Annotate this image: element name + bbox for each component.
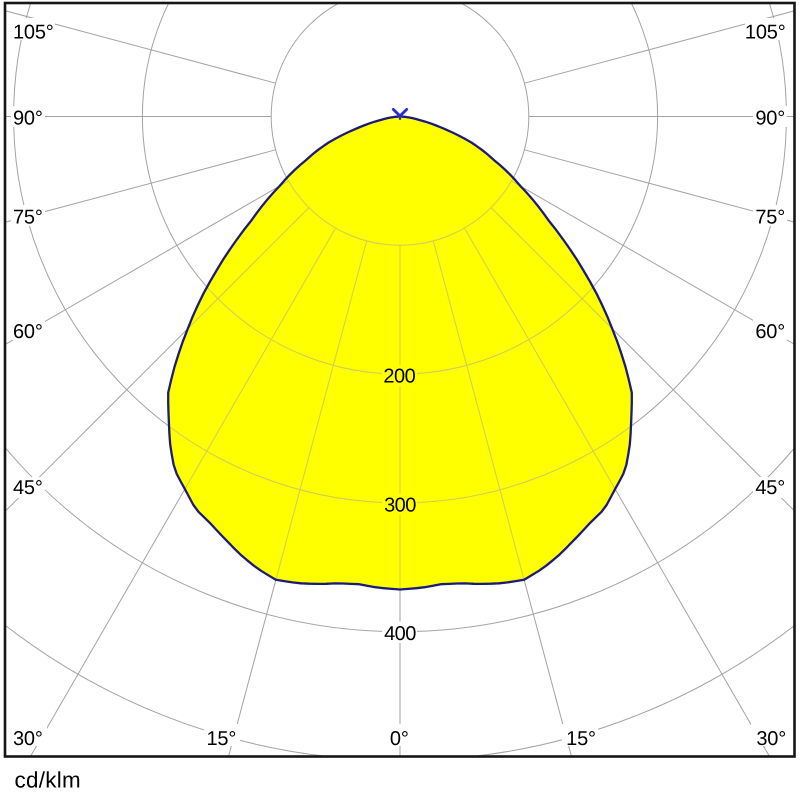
- svg-text:15°: 15°: [206, 728, 236, 750]
- svg-text:60°: 60°: [755, 321, 785, 343]
- svg-text:200: 200: [383, 366, 415, 388]
- svg-text:0°: 0°: [390, 728, 409, 750]
- svg-text:75°: 75°: [755, 206, 785, 228]
- svg-text:45°: 45°: [13, 477, 43, 499]
- svg-text:300: 300: [384, 494, 416, 516]
- svg-text:30°: 30°: [13, 728, 43, 750]
- svg-text:105°: 105°: [13, 22, 54, 44]
- svg-text:45°: 45°: [755, 477, 785, 499]
- svg-text:90°: 90°: [755, 108, 785, 130]
- svg-text:75°: 75°: [13, 206, 43, 228]
- svg-text:105°: 105°: [745, 22, 786, 44]
- svg-text:cd/klm: cd/klm: [15, 767, 82, 792]
- svg-text:60°: 60°: [13, 321, 43, 343]
- svg-text:30°: 30°: [756, 728, 786, 750]
- svg-text:400: 400: [384, 623, 416, 645]
- svg-text:90°: 90°: [13, 108, 43, 130]
- svg-text:15°: 15°: [566, 728, 596, 750]
